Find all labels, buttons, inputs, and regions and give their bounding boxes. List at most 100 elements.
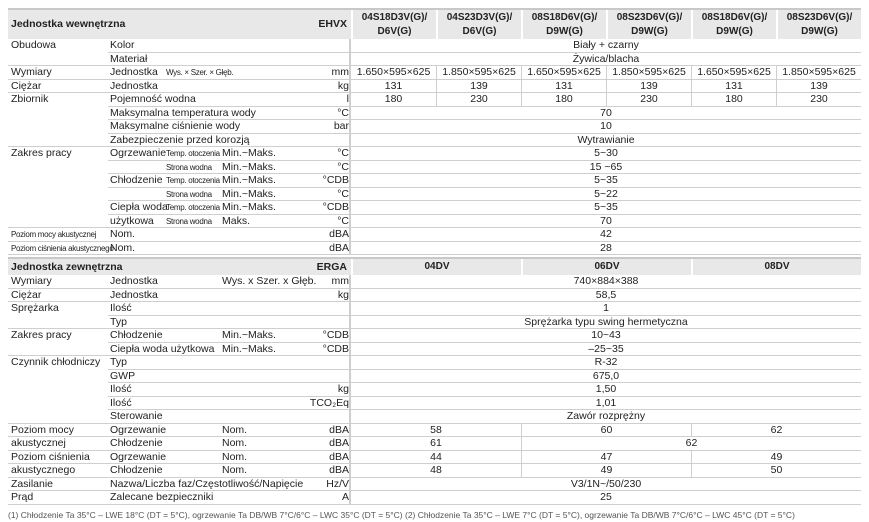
row-unit: °C	[337, 106, 349, 119]
spec-row: Ciężar Jednostka kg 58,5	[8, 288, 861, 302]
value-cell: 139	[436, 79, 521, 93]
row-divider	[108, 368, 351, 370]
row-unit: mm	[331, 66, 350, 78]
row-sublabel: Nazwa/Liczba faz/Częstotliwość/Napięcie	[110, 477, 304, 490]
row-sublabel: Jednostka	[110, 79, 158, 92]
row-condition: Min.~Maks.	[222, 201, 276, 213]
column-divider	[349, 437, 351, 451]
value-cell: 230	[776, 93, 861, 107]
row-divider	[108, 382, 351, 383]
row-condition: Nom.	[222, 464, 248, 476]
value-cell: 131	[351, 80, 436, 93]
column-divider	[349, 160, 351, 174]
row-sublabel: Sterowanie	[110, 410, 163, 422]
column-divider	[349, 491, 351, 505]
row-divider	[108, 213, 351, 215]
model-series: ERGA	[316, 261, 347, 273]
column-divider	[349, 315, 351, 329]
column-divider	[349, 133, 351, 147]
row-sublabel: Chłodzenie	[110, 174, 163, 186]
row-sublabel: Chłodzenie	[110, 329, 163, 341]
column-divider	[349, 39, 351, 53]
value-cell: 139	[776, 79, 861, 93]
column-divider	[349, 106, 351, 120]
model-column-header: 08S18D6V(G)/ D9W(G)	[691, 10, 776, 39]
row-detail: Wys. × Szer. × Głęb.	[166, 68, 234, 77]
value-cell: 49	[691, 450, 861, 464]
row-unit: dBA	[329, 450, 349, 463]
model-column-header: 08S18D6V(G)/ D9W(G)	[521, 10, 606, 39]
row-unit: kg	[337, 288, 349, 301]
model-column-header: 08S23D6V(G)/ D9W(G)	[606, 10, 691, 39]
spec-row: Poziom mocy akustycznej Nom. dBA 42	[8, 228, 861, 242]
model-column-header: 04DV	[351, 259, 521, 275]
column-divider	[349, 410, 351, 424]
value-cell: 675,0	[351, 370, 861, 383]
row-label: Zakres pracy	[11, 147, 72, 159]
row-divider	[108, 132, 351, 134]
value-cell: 180	[351, 93, 436, 107]
spec-row: Wymiary Jednostka Wys. × Szer. × Głęb. mm 1.…	[8, 66, 861, 80]
column-divider	[349, 187, 351, 201]
value-cell: –25~35	[351, 343, 861, 356]
value-cell: 5~22	[351, 188, 861, 201]
row-unit: Hz/V	[326, 477, 349, 490]
spec-row: Sprężarka Ilość 1	[8, 302, 861, 316]
value-cell: Wytrawianie	[351, 134, 861, 147]
row-label: Poziom ciśnienia akustycznego	[11, 243, 114, 253]
row-divider	[8, 328, 351, 329]
row-divider	[8, 503, 351, 505]
row-sublabel: Ogrzewanie	[110, 147, 167, 159]
row-sublabel: Nom.	[110, 228, 136, 240]
spec-row: Zasilanie Nazwa/Liczba faz/Częstotliwość/…	[8, 477, 861, 491]
row-sublabel: Ciepła woda użytkowa	[110, 342, 215, 355]
model-column-header: 04S23D3V(G)/ D6V(G)	[436, 10, 521, 39]
row-unit: °C	[337, 214, 349, 227]
column-divider	[349, 201, 351, 215]
row-unit: A	[341, 491, 349, 503]
row-divider	[8, 436, 351, 437]
spec-row: Maksymalne ciśnienie wody bar 10	[8, 120, 861, 134]
spec-row: Czynnik chłodniczy Typ R-32	[8, 356, 861, 370]
row-unit: kg	[337, 79, 349, 92]
row-unit: bar	[333, 120, 349, 132]
value-cell: 230	[436, 93, 521, 107]
value-cell: 44	[351, 451, 521, 464]
row-sublabel: Jednostka	[110, 288, 158, 301]
value-cell: 58	[351, 424, 521, 437]
spec-row: Typ Sprężarka typu swing hermetyczna	[8, 315, 861, 329]
spec-row: GWP 675,0	[8, 369, 861, 383]
outdoor-unit-section: Jednostka zewnętrzna ERGA 04DV 06DV 08DV Wymi…	[8, 257, 861, 505]
row-sublabel: Pojemność wodna	[110, 93, 196, 105]
footnote: (1) Chłodzenie Ta 35°C – LWE 18°C (DT = …	[8, 510, 795, 520]
value-cell: 1	[351, 302, 861, 316]
row-sublabel: Jednostka	[110, 66, 158, 78]
value-cell: Sprężarka typu swing hermetyczna	[351, 316, 861, 329]
value-cell: Żywica/blacha	[351, 53, 861, 66]
row-divider	[108, 159, 351, 161]
row-divider	[108, 186, 351, 188]
row-unit: TCO₂Eq	[309, 396, 349, 409]
row-divider	[8, 78, 351, 80]
row-unit: mm	[331, 275, 350, 287]
row-label: Prąd	[11, 491, 34, 503]
row-sublabel: Ogrzewanie	[110, 450, 167, 463]
value-cell: 1.850×595×625	[776, 66, 861, 80]
row-unit: °C	[337, 187, 349, 200]
row-sublabel: Chłodzenie	[110, 464, 163, 476]
row-detail: Temp. otoczenia	[166, 149, 220, 158]
row-divider	[8, 92, 351, 93]
section-title: Jednostka wewnętrzna	[11, 18, 126, 30]
row-sublabel: Typ	[110, 315, 127, 328]
column-divider	[349, 356, 351, 370]
spec-row: Ciepła woda Temp. otoczenia Min.~Maks. °CDB…	[8, 201, 861, 215]
row-sublabel: Maksymalne ciśnienie wody	[110, 120, 241, 132]
row-unit: °C	[337, 160, 349, 173]
row-divider	[108, 341, 351, 343]
model-series: EHVX	[318, 18, 347, 30]
value-cell: 10	[351, 120, 861, 134]
value-cell: R-32	[351, 356, 861, 370]
row-label: Sprężarka	[11, 302, 59, 314]
row-divider	[108, 173, 351, 174]
